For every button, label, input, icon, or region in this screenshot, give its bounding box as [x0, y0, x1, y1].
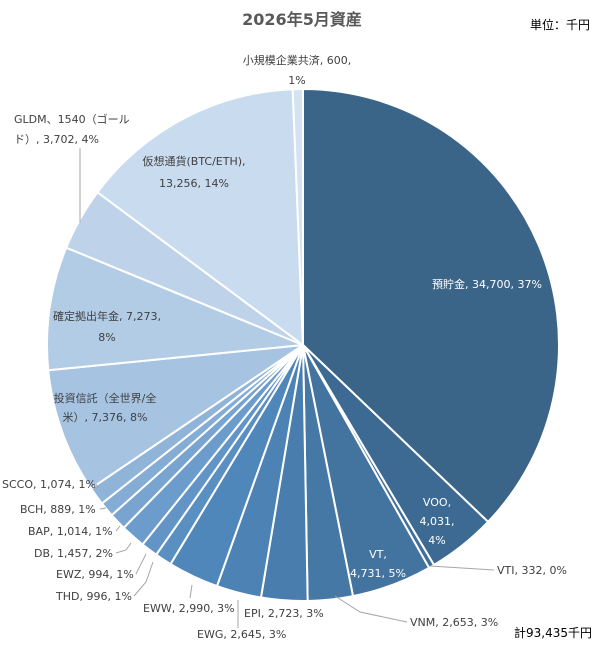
data-label: EWZ, 994, 1%: [56, 568, 134, 581]
data-label: SCCO, 1,074, 1%: [2, 478, 96, 491]
data-label: DB, 1,457, 2%: [34, 547, 113, 560]
pie-slice: [47, 344, 304, 490]
leader-line: [334, 595, 408, 623]
data-label: EWW, 2,990, 3%: [143, 602, 235, 615]
data-label: EPI, 2,723, 3%: [244, 607, 324, 620]
leader-line: [189, 584, 193, 599]
data-label: 投資信託（全世界/全米）, 7,376, 8%: [54, 391, 157, 424]
data-label: BCH, 889, 1%: [20, 503, 96, 516]
data-label: BAP, 1,014, 1%: [28, 525, 113, 538]
leader-line: [135, 553, 147, 575]
data-label: GLDM、1540（ゴールド）, 3,702, 4%: [14, 112, 130, 146]
unit-label: 単位：千円: [529, 18, 590, 32]
pie-slice: [96, 88, 305, 348]
leader-line: [115, 525, 121, 532]
data-label: 預貯金, 34,700, 37%: [432, 277, 542, 291]
data-label: VTI, 332, 0%: [497, 564, 567, 577]
leader-line: [429, 565, 495, 571]
data-label: 小規模企業共済, 600, 1%: [243, 53, 352, 87]
total-label: 計93,435千円: [514, 626, 592, 640]
chart-title: 2026年5月資産: [242, 10, 362, 29]
data-label: EWG, 2,645, 3%: [197, 628, 286, 641]
pie-slice: [302, 87, 560, 524]
pie-slice: [45, 246, 304, 372]
leader-line: [99, 507, 107, 510]
leader-line: [133, 561, 154, 597]
data-label: 確定拠出年金, 7,273, 8%: [53, 309, 161, 344]
pie-slice: [291, 87, 304, 346]
data-label: VNM, 2,653, 3%: [410, 616, 498, 629]
leader-line: [95, 483, 99, 489]
leader-line: [115, 542, 132, 554]
data-label: 仮想通貨(BTC/ETH), 13,256, 14%: [142, 154, 245, 190]
data-label: VOO, 4,031, 4%: [420, 496, 455, 547]
data-label: THD, 996, 1%: [55, 590, 132, 603]
data-label: VT, 4,731, 5%: [350, 548, 406, 580]
